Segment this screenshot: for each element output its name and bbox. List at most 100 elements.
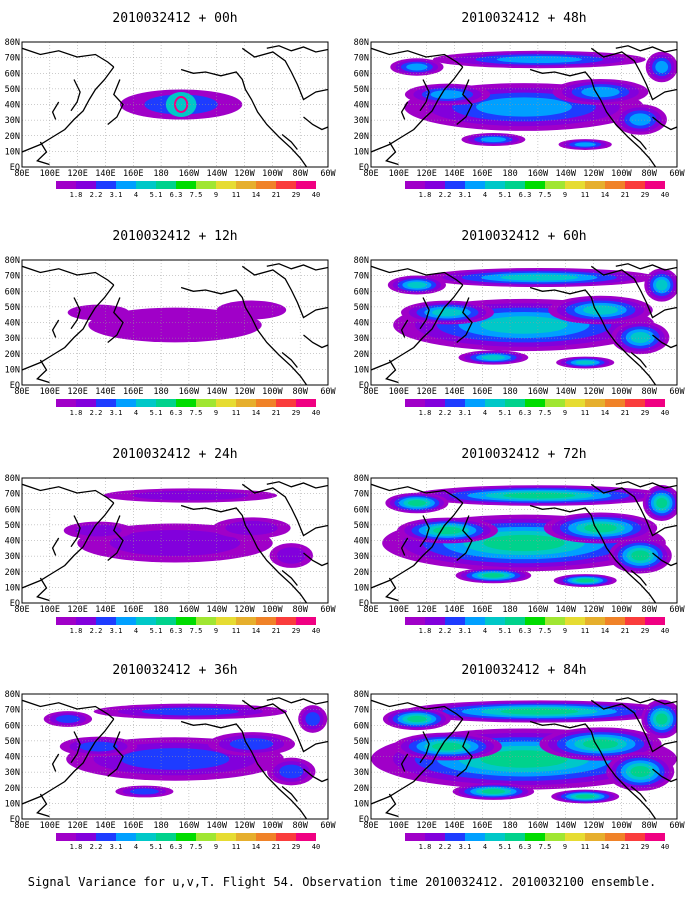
- coastline: [371, 284, 464, 371]
- x-tick-label: 100W: [611, 605, 632, 615]
- variance-contour: [480, 136, 507, 143]
- variance-field: [22, 42, 328, 167]
- x-tick-label: 180: [502, 169, 517, 179]
- coastline: [281, 569, 298, 586]
- x-tick-label: 160W: [179, 169, 200, 179]
- y-tick-label: 40N: [354, 101, 369, 111]
- y-tick-label: 60N: [354, 721, 369, 731]
- coastline: [36, 793, 50, 818]
- colorbar-label: 21: [621, 191, 629, 199]
- colorbar-swatch: [405, 399, 425, 407]
- y-tick-label: 80N: [354, 474, 369, 484]
- colorbar-label: 14: [252, 191, 260, 199]
- colorbar-label: 6.3: [170, 843, 183, 851]
- x-tick-label: 140W: [555, 821, 576, 831]
- colorbar-swatch: [585, 833, 605, 841]
- colorbar-swatch: [525, 833, 545, 841]
- map-panel: 2010032412 + 00h 80E 100E 120E 140E 160E 180 16…: [5, 11, 337, 199]
- x-tick-label: 160W: [179, 387, 200, 397]
- y-tick-label: 30N: [5, 552, 20, 562]
- coastline: [241, 699, 328, 753]
- colorbar-swatch: [136, 833, 156, 841]
- coastline: [652, 552, 677, 567]
- coastline: [615, 697, 677, 705]
- colorbar-swatch: [236, 181, 256, 189]
- panel-title: 2010032412 + 72h: [461, 447, 586, 462]
- colorbar-label: 7.5: [190, 191, 203, 199]
- colorbar-label: 4: [134, 409, 138, 417]
- map-frame: [21, 41, 329, 168]
- colorbar-label: 14: [601, 627, 609, 635]
- colorbar-swatch: [136, 181, 156, 189]
- colorbar-swatch: [545, 833, 565, 841]
- x-tick-label: 160W: [179, 605, 200, 615]
- colorbar-swatch: [256, 181, 276, 189]
- colorbar-label: 1.8: [419, 627, 432, 635]
- y-tick-label: 20N: [354, 132, 369, 142]
- map-frame: [370, 693, 678, 820]
- colorbar-label: 9: [563, 627, 567, 635]
- x-tick-label: 140W: [555, 169, 576, 179]
- colorbar-label: 7.5: [539, 191, 552, 199]
- variance-contour: [132, 490, 249, 501]
- colorbar-swatch: [485, 399, 505, 407]
- colorbar-label: 3.1: [459, 627, 472, 635]
- x-tick-label: 140E: [95, 169, 115, 179]
- colorbar-label: 5.1: [499, 191, 512, 199]
- colorbar-swatch: [196, 833, 216, 841]
- x-tick-label: 140E: [95, 387, 115, 397]
- panel-title: 2010032412 + 00h: [112, 11, 237, 26]
- y-tick-label: 70N: [354, 54, 369, 64]
- x-tick-label: 180: [153, 821, 168, 831]
- y-tick-label: 30N: [354, 116, 369, 126]
- x-tick-label: 80E: [363, 821, 378, 831]
- coastline: [107, 515, 124, 562]
- x-tick-label: 160E: [472, 605, 492, 615]
- coastline: [371, 483, 464, 504]
- variance-contour: [431, 308, 464, 317]
- variance-contour: [120, 748, 230, 770]
- colorbar-swatch: [56, 181, 76, 189]
- coastline: [371, 699, 464, 720]
- y-tick-label: 80N: [5, 38, 20, 48]
- y-tick-label: EQ: [10, 163, 20, 173]
- colorbar-label: 6.3: [519, 843, 532, 851]
- colorbar-swatch: [196, 399, 216, 407]
- coastline: [371, 718, 464, 805]
- colorbar-swatch: [645, 399, 665, 407]
- colorbar-label: 1.8: [70, 627, 83, 635]
- x-tick-label: 120E: [416, 821, 436, 831]
- colorbar-swatch: [256, 399, 276, 407]
- variance-contour: [431, 742, 464, 751]
- colorbar-label: 11: [232, 409, 240, 417]
- colorbar-label: 14: [252, 843, 260, 851]
- x-tick-label: 80W: [642, 605, 658, 615]
- x-tick-label: 160E: [123, 821, 143, 831]
- variance-contour: [656, 497, 668, 509]
- colorbar-label: 14: [601, 843, 609, 851]
- map-frame: [21, 477, 329, 604]
- coastline: [22, 718, 115, 805]
- colorbar-label: 29: [641, 409, 649, 417]
- colorbar-label: 11: [581, 409, 589, 417]
- x-tick-label: 100W: [611, 169, 632, 179]
- y-tick-label: 70N: [5, 272, 20, 282]
- coastline: [180, 720, 308, 819]
- colorbar-label: 4: [134, 843, 138, 851]
- colorbar-swatch: [116, 833, 136, 841]
- colorbar-swatch: [645, 833, 665, 841]
- x-tick-label: 160W: [528, 821, 549, 831]
- colorbar-swatch: [405, 617, 425, 625]
- colorbar-label: 9: [214, 627, 218, 635]
- colorbar-swatch: [296, 617, 316, 625]
- y-tick-label: 60N: [5, 721, 20, 731]
- y-tick-label: 60N: [5, 287, 20, 297]
- map-panel: 2010032412 + 60h 80E 100E 120E 140E 160E 180 16…: [354, 229, 686, 417]
- colorbar-label: 5.1: [150, 843, 163, 851]
- coastline: [400, 319, 409, 338]
- colorbar-label: 5.1: [499, 843, 512, 851]
- colorbar-swatch: [505, 617, 525, 625]
- colorbar-swatch: [565, 181, 585, 189]
- y-tick-label: EQ: [359, 163, 369, 173]
- y-tick-label: 60N: [354, 505, 369, 515]
